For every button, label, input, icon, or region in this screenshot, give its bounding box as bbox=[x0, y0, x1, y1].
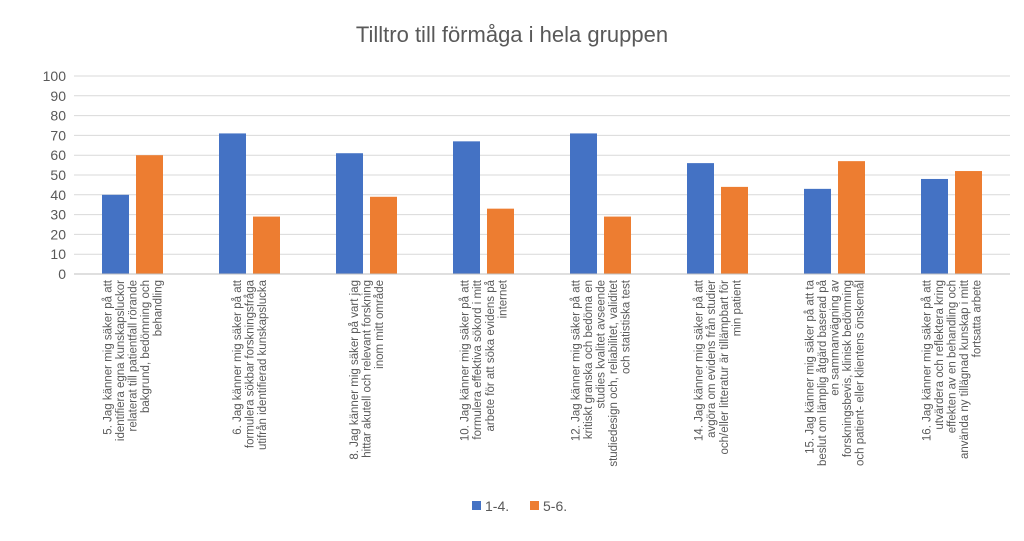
x-category-label-line: formulera effektiva sökord i mitt bbox=[472, 279, 484, 439]
y-tick-label: 10 bbox=[50, 246, 66, 262]
bar-series-2 bbox=[487, 208, 514, 274]
x-category-label-line: studies kvalitet avseende bbox=[596, 280, 608, 409]
bar-series-1 bbox=[102, 194, 129, 274]
y-tick-label: 90 bbox=[50, 88, 66, 104]
y-tick-label: 70 bbox=[50, 127, 66, 143]
legend-label: 5-6. bbox=[543, 498, 567, 514]
x-category-label: 6. Jag känner mig säker på att formulera … bbox=[232, 279, 269, 450]
x-category-label-line: och patient- eller klientens önskemål bbox=[855, 280, 867, 466]
bar-series-1 bbox=[687, 163, 714, 274]
x-category-label-line: 16. Jag känner mig säker på att bbox=[921, 279, 933, 441]
x-category-label-line: utifrån identifierad kunskapslucka bbox=[257, 279, 269, 450]
x-category-label-line: 10. Jag känner mig säker på att bbox=[460, 279, 472, 441]
bars bbox=[102, 133, 982, 274]
y-tick-label: 20 bbox=[50, 226, 66, 242]
x-category-label-line: bakgrund, bedömning och bbox=[140, 280, 152, 413]
x-category-label-line: 8. Jag känner mig säker på vart jag bbox=[349, 280, 361, 460]
y-tick-label: 50 bbox=[50, 167, 66, 183]
x-category-label-line: inom mitt område bbox=[374, 280, 386, 369]
x-category-label-line: använda ny tillägnad kunskap i mitt bbox=[959, 279, 971, 459]
bar-series-1 bbox=[570, 133, 597, 274]
x-category-label-line: 6. Jag känner mig säker på att bbox=[232, 279, 244, 434]
x-category-label-line: arbete för att söka evidens på bbox=[485, 279, 497, 431]
x-category-label-line: identifiera egna kunskapsluckor bbox=[115, 280, 127, 441]
x-category-label-line: internet bbox=[497, 279, 509, 318]
bar-series-2 bbox=[136, 155, 163, 274]
legend: 1-4. 5-6. bbox=[472, 498, 567, 514]
x-category-label-line: 12. Jag känner mig säker på att bbox=[570, 279, 582, 441]
y-tick-label: 0 bbox=[58, 266, 66, 282]
x-category-label-line: forskningsbevis, klinisk bedömning bbox=[842, 280, 854, 457]
x-category-label-line: och statistiska test bbox=[621, 279, 633, 374]
bar-series-1 bbox=[336, 153, 363, 274]
gridlines bbox=[74, 75, 1010, 255]
bar-series-2 bbox=[838, 161, 865, 274]
x-category-label: 15. Jag känner mig säker på att ta beslut… bbox=[804, 279, 866, 466]
x-category-label-line: beslut om lämplig åtgärd baserad på bbox=[817, 279, 829, 466]
bar-series-2 bbox=[604, 216, 631, 274]
x-category-label-line: en sammanvägning av bbox=[830, 280, 842, 396]
bar-series-2 bbox=[370, 196, 397, 274]
x-category-label-line: 5. Jag känner mig säker på att bbox=[102, 279, 114, 434]
x-category-label: 16. Jag känner mig säker på att utvärdera… bbox=[921, 279, 983, 459]
x-category-label-line: behandling bbox=[153, 280, 165, 336]
x-axis-category-labels: 5. Jag känner mig säker på att identifier… bbox=[102, 279, 983, 466]
y-axis-ticks: 0 10 20 30 40 50 60 70 80 90 100 bbox=[43, 68, 67, 282]
x-category-label: 12. Jag känner mig säker på att kritiskt … bbox=[570, 279, 632, 466]
x-category-label-line: hittar akutell och relevant forskning bbox=[362, 280, 374, 458]
bar-series-2 bbox=[721, 186, 748, 274]
legend-label: 1-4. bbox=[485, 498, 509, 514]
bar-series-2 bbox=[253, 216, 280, 274]
bar-series-1 bbox=[804, 188, 831, 274]
x-category-label-line: 14. Jag känner mig säker på att bbox=[694, 279, 706, 441]
legend-swatch bbox=[472, 501, 481, 510]
x-category-label-line: och/eller litteratur är tillämpbart för bbox=[719, 280, 731, 455]
bar-series-2 bbox=[955, 171, 982, 274]
bar-series-1 bbox=[453, 141, 480, 274]
x-category-label-line: kritiskt granska och bedöma en bbox=[583, 280, 595, 439]
legend-swatch bbox=[530, 501, 539, 510]
x-category-label-line: utvärdera och reflektera kring bbox=[934, 280, 946, 430]
bar-series-1 bbox=[219, 133, 246, 274]
y-tick-label: 40 bbox=[50, 187, 66, 203]
x-category-label: 5. Jag känner mig säker på att identifier… bbox=[102, 279, 164, 441]
x-category-label: 8. Jag känner mig säker på vart jag hitta… bbox=[349, 280, 386, 460]
x-category-label-line: fortsatta arbete bbox=[972, 280, 984, 357]
x-category-label-line: min patient bbox=[731, 279, 743, 336]
x-category-label-line: 15. Jag känner mig säker på att ta bbox=[804, 279, 816, 453]
bar-series-1 bbox=[921, 178, 948, 274]
x-category-label-line: effekten av en behandling och bbox=[947, 280, 959, 433]
y-tick-label: 80 bbox=[50, 108, 66, 124]
y-tick-label: 60 bbox=[50, 147, 66, 163]
x-category-label: 14. Jag känner mig säker på att avgöra om… bbox=[694, 279, 744, 454]
x-category-label-line: formulera sökbar forskningsfråga bbox=[245, 279, 257, 448]
x-category-label-line: studiedesign och, reliabilitet, validite… bbox=[608, 279, 620, 466]
y-tick-label: 30 bbox=[50, 207, 66, 223]
x-category-label: 10. Jag känner mig säker på att formulera… bbox=[460, 279, 510, 441]
y-tick-label: 100 bbox=[43, 68, 67, 84]
x-category-label-line: avgöra om evidens från studier bbox=[706, 280, 718, 438]
x-category-label-line: relaterat till patientfall rörande bbox=[128, 280, 140, 432]
chart-title: Tilltro till förmåga i hela gruppen bbox=[356, 22, 668, 47]
